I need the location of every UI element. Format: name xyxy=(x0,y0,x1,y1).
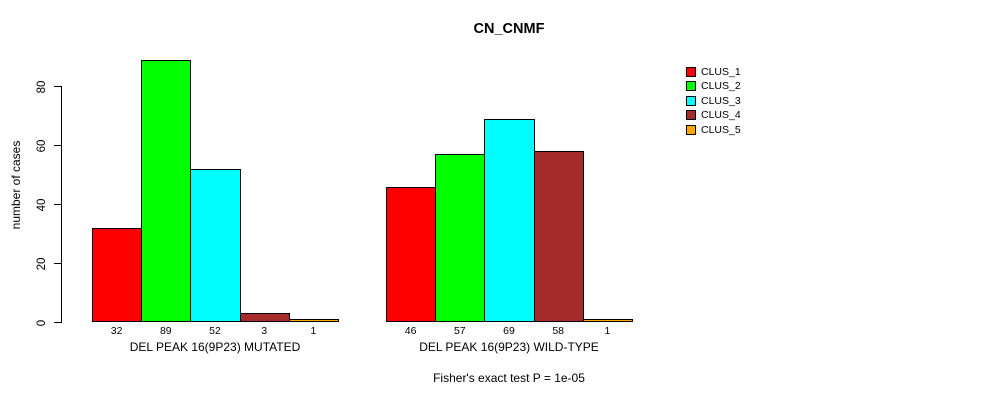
legend-label: CLUS_3 xyxy=(701,94,741,107)
bar-clus_2-group2 xyxy=(435,154,486,323)
bar-value-label: 3 xyxy=(261,325,268,337)
legend-label: CLUS_5 xyxy=(701,123,741,136)
y-tick xyxy=(54,145,61,147)
chart-title: CN_CNMF xyxy=(473,21,545,37)
bar-value-label: 58 xyxy=(552,325,565,337)
bar-value-label: 69 xyxy=(503,325,515,337)
legend-swatch-clus_4 xyxy=(686,110,696,121)
bar-clus_3-group1 xyxy=(190,168,241,323)
legend-item-clus_5: CLUS_5 xyxy=(686,124,741,136)
legend-label: CLUS_2 xyxy=(701,80,741,93)
legend-swatch-clus_2 xyxy=(686,81,696,92)
annotation-text: Fisher's exact test P = 1e-05 xyxy=(433,371,585,385)
bar-value-label: 57 xyxy=(453,325,466,337)
bar-clus_5-group2 xyxy=(582,319,633,323)
bar-value-label: 89 xyxy=(159,325,172,337)
legend-label: CLUS_4 xyxy=(701,109,741,122)
bar-clus_1-group2 xyxy=(386,186,437,323)
y-axis-label: number of cases xyxy=(9,140,23,230)
y-tick xyxy=(54,86,61,88)
y-tick-label: 0 xyxy=(36,319,48,326)
group-label-1: DEL PEAK 16(9P23) MUTATED xyxy=(129,340,301,354)
y-axis-line xyxy=(61,86,62,323)
y-tick-label: 40 xyxy=(36,198,48,212)
y-tick xyxy=(54,322,61,323)
y-tick-label: 20 xyxy=(36,257,48,271)
legend-swatch-clus_3 xyxy=(686,95,696,106)
bar-value-label: 1 xyxy=(604,325,611,337)
bar-clus_3-group2 xyxy=(484,118,535,323)
legend-label: CLUS_1 xyxy=(701,66,741,78)
bar-value-label: 46 xyxy=(404,325,417,337)
bar-value-label: 1 xyxy=(310,325,317,337)
bar-clus_4-group2 xyxy=(533,151,584,323)
group-label-2: DEL PEAK 16(9P23) WILD-TYPE xyxy=(419,340,599,354)
y-tick xyxy=(54,263,61,265)
legend-swatch-clus_1 xyxy=(686,67,696,77)
bar-clus_5-group1 xyxy=(288,319,339,323)
bar-clus_2-group1 xyxy=(141,59,192,323)
bar-clus_1-group1 xyxy=(92,227,143,323)
y-tick-label: 80 xyxy=(36,80,48,94)
legend-item-clus_2: CLUS_2 xyxy=(686,80,741,92)
bar-value-label: 52 xyxy=(209,325,221,337)
legend-item-clus_3: CLUS_3 xyxy=(686,95,741,107)
bar-value-label: 32 xyxy=(110,325,123,337)
y-tick xyxy=(54,204,61,206)
legend-item-clus_4: CLUS_4 xyxy=(686,109,741,121)
bar-clus_4-group1 xyxy=(239,313,290,323)
y-tick-label: 60 xyxy=(36,139,48,153)
legend-swatch-clus_5 xyxy=(686,124,696,135)
legend-item-clus_1: CLUS_1 xyxy=(686,66,741,78)
